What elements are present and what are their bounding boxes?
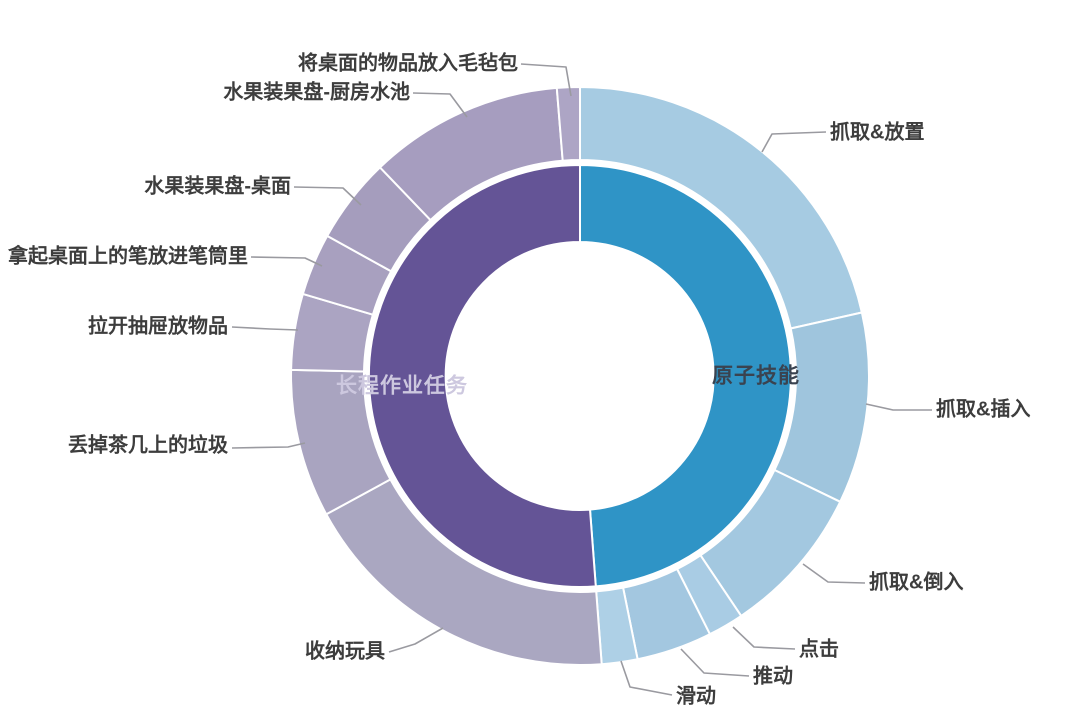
leader-line-pen-into-holder [250,256,323,267]
leader-line-felt-bag [520,63,572,97]
ring-label-long-horizon-tasks: 长程作业任务 [336,374,468,398]
segment-label-fruit-plate-desktop: 水果装果盘-桌面 [144,173,291,197]
leader-line-fruit-plate-desktop [293,186,362,206]
outer-ring [290,85,870,666]
ring-label-atomic-skills: 原子技能 [712,364,800,388]
leader-line-throw-trash [231,442,306,449]
leader-line-grab-insert [865,403,932,411]
leader-line-grab-place [761,131,827,153]
inner-ring [367,164,792,588]
segment-label-open-drawer: 拉开抽屉放物品 [88,313,228,337]
inner-segment-atomic-skills [579,164,792,588]
segment-label-throw-trash: 丢掉茶几上的垃圾 [68,432,229,456]
leader-line-fruit-plate-sink [412,92,468,118]
leader-line-push [680,648,750,677]
leader-line-open-drawer [231,326,299,331]
segment-label-slide: 滑动 [676,684,716,707]
segment-label-fruit-plate-sink: 水果装果盘-厨房水池 [223,79,410,103]
segment-label-grab-place: 抓取&放置 [830,119,924,143]
segment-label-click: 点击 [799,636,839,660]
segment-label-pen-into-holder: 拿起桌面上的笔放进笔筒里 [7,243,248,267]
segment-label-grab-pour: 抓取&倒入 [869,569,963,593]
outer-segment-felt-bag [555,85,581,162]
leader-line-click [732,626,796,650]
segment-label-store-toys: 收纳玩具 [305,638,385,662]
inner-segment-long-horizon-tasks [367,164,597,588]
leader-lines [231,63,932,696]
leader-line-grab-pour [802,563,866,584]
segment-label-grab-insert: 抓取&插入 [936,396,1030,420]
segment-label-felt-bag: 将桌面的物品放入毛毡包 [298,50,518,74]
segment-label-push: 推动 [753,663,793,687]
leader-line-slide [620,660,673,696]
leader-line-store-toys [388,627,444,653]
